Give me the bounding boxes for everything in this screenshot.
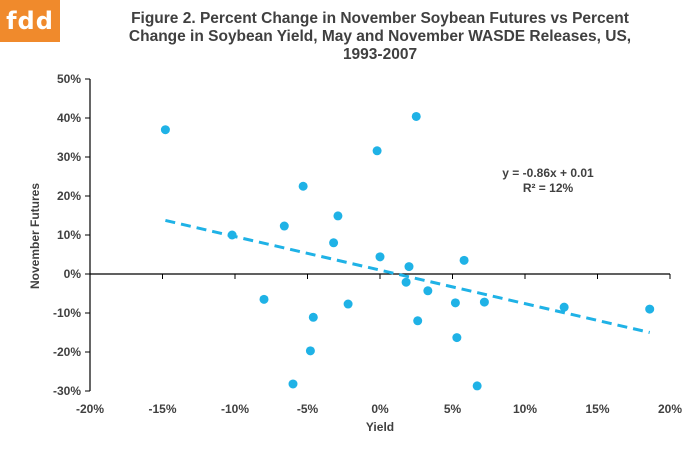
x-tick-label: -5% [297, 402, 319, 416]
data-point [645, 304, 655, 314]
x-tick-label: 10% [513, 402, 537, 416]
data-points [160, 111, 655, 391]
x-tick-label: 20% [658, 402, 682, 416]
trendline-path [165, 218, 651, 334]
trendline [165, 218, 651, 334]
trend-equation: y = -0.86x + 0.01 [502, 166, 594, 180]
axes [85, 78, 671, 392]
data-point [559, 302, 569, 312]
x-tick-label: -10% [221, 402, 249, 416]
y-tick-label: 50% [57, 72, 81, 86]
data-point [459, 255, 469, 265]
x-tick-label: 0% [371, 402, 389, 416]
x-axis-label: Yield [366, 420, 394, 434]
data-point [372, 146, 382, 156]
data-point [305, 346, 315, 356]
data-point [375, 252, 385, 262]
data-point [343, 299, 353, 309]
x-tick-label: 5% [444, 402, 462, 416]
x-tick-label: -15% [148, 402, 176, 416]
data-point [411, 111, 421, 121]
axis-labels: Yield November Futures y = -0.86x + 0.01… [28, 166, 594, 434]
y-tick-label: 0% [64, 267, 82, 281]
chart-title-line-1: Figure 2. Percent Change in November Soy… [131, 10, 629, 27]
y-tick-label: 40% [57, 111, 81, 125]
y-tick-label: 10% [57, 228, 81, 242]
data-point [333, 211, 343, 221]
chart-title: Figure 2. Percent Change in November Soy… [70, 10, 690, 64]
data-point [298, 181, 308, 191]
data-point [227, 230, 237, 240]
y-tick-label: -20% [53, 345, 81, 359]
fdd-logo: fdd [0, 0, 60, 42]
data-point [479, 297, 489, 307]
data-point [160, 125, 170, 135]
data-point [279, 221, 289, 231]
data-point [472, 381, 482, 391]
x-tick-label: 15% [585, 402, 609, 416]
data-point [413, 316, 423, 326]
chart-title-line-3: 1993-2007 [342, 46, 418, 63]
data-point [450, 298, 460, 308]
data-point [401, 277, 411, 287]
tick-labels: 50% 40% 30% 20% 10% 0% -10% -20% -30% -20% -15% -10… [53, 72, 682, 416]
data-point [452, 333, 462, 343]
r-squared: R² = 12% [523, 181, 574, 195]
y-tick-label: 20% [57, 189, 81, 203]
y-tick-label: 30% [57, 150, 81, 164]
y-tick-label: -10% [53, 306, 81, 320]
data-point [308, 312, 318, 322]
chart-title-line-2: Change in Soybean Yield, May and Novembe… [128, 28, 632, 45]
data-point [259, 294, 269, 304]
data-point [404, 262, 414, 272]
data-point [288, 379, 298, 389]
x-tick-label: -20% [76, 402, 104, 416]
data-point [329, 238, 339, 248]
y-tick-label: -30% [53, 384, 81, 398]
y-axis-label: November Futures [28, 183, 42, 289]
data-point [423, 286, 433, 296]
